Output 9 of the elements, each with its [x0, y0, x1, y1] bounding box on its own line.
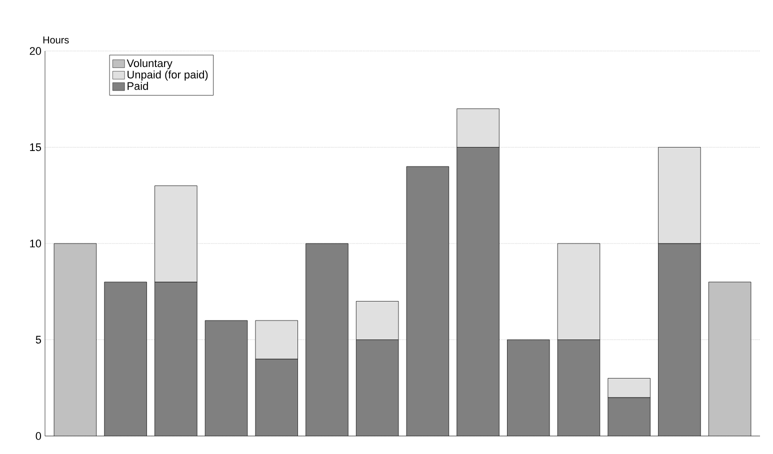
y-tick-label: 20 — [30, 47, 42, 55]
legend-label: Paid — [128, 82, 148, 90]
y-tick-label: 5 — [36, 336, 42, 344]
y-tick-label: 10 — [30, 240, 42, 248]
y-tick-label: 0 — [36, 432, 42, 440]
y-tick-label: 15 — [30, 143, 42, 152]
legend-label: Unpaid (for paid) — [128, 70, 208, 81]
legend-label: Voluntary — [126, 59, 172, 70]
y-axis-title: Hours — [43, 36, 69, 44]
